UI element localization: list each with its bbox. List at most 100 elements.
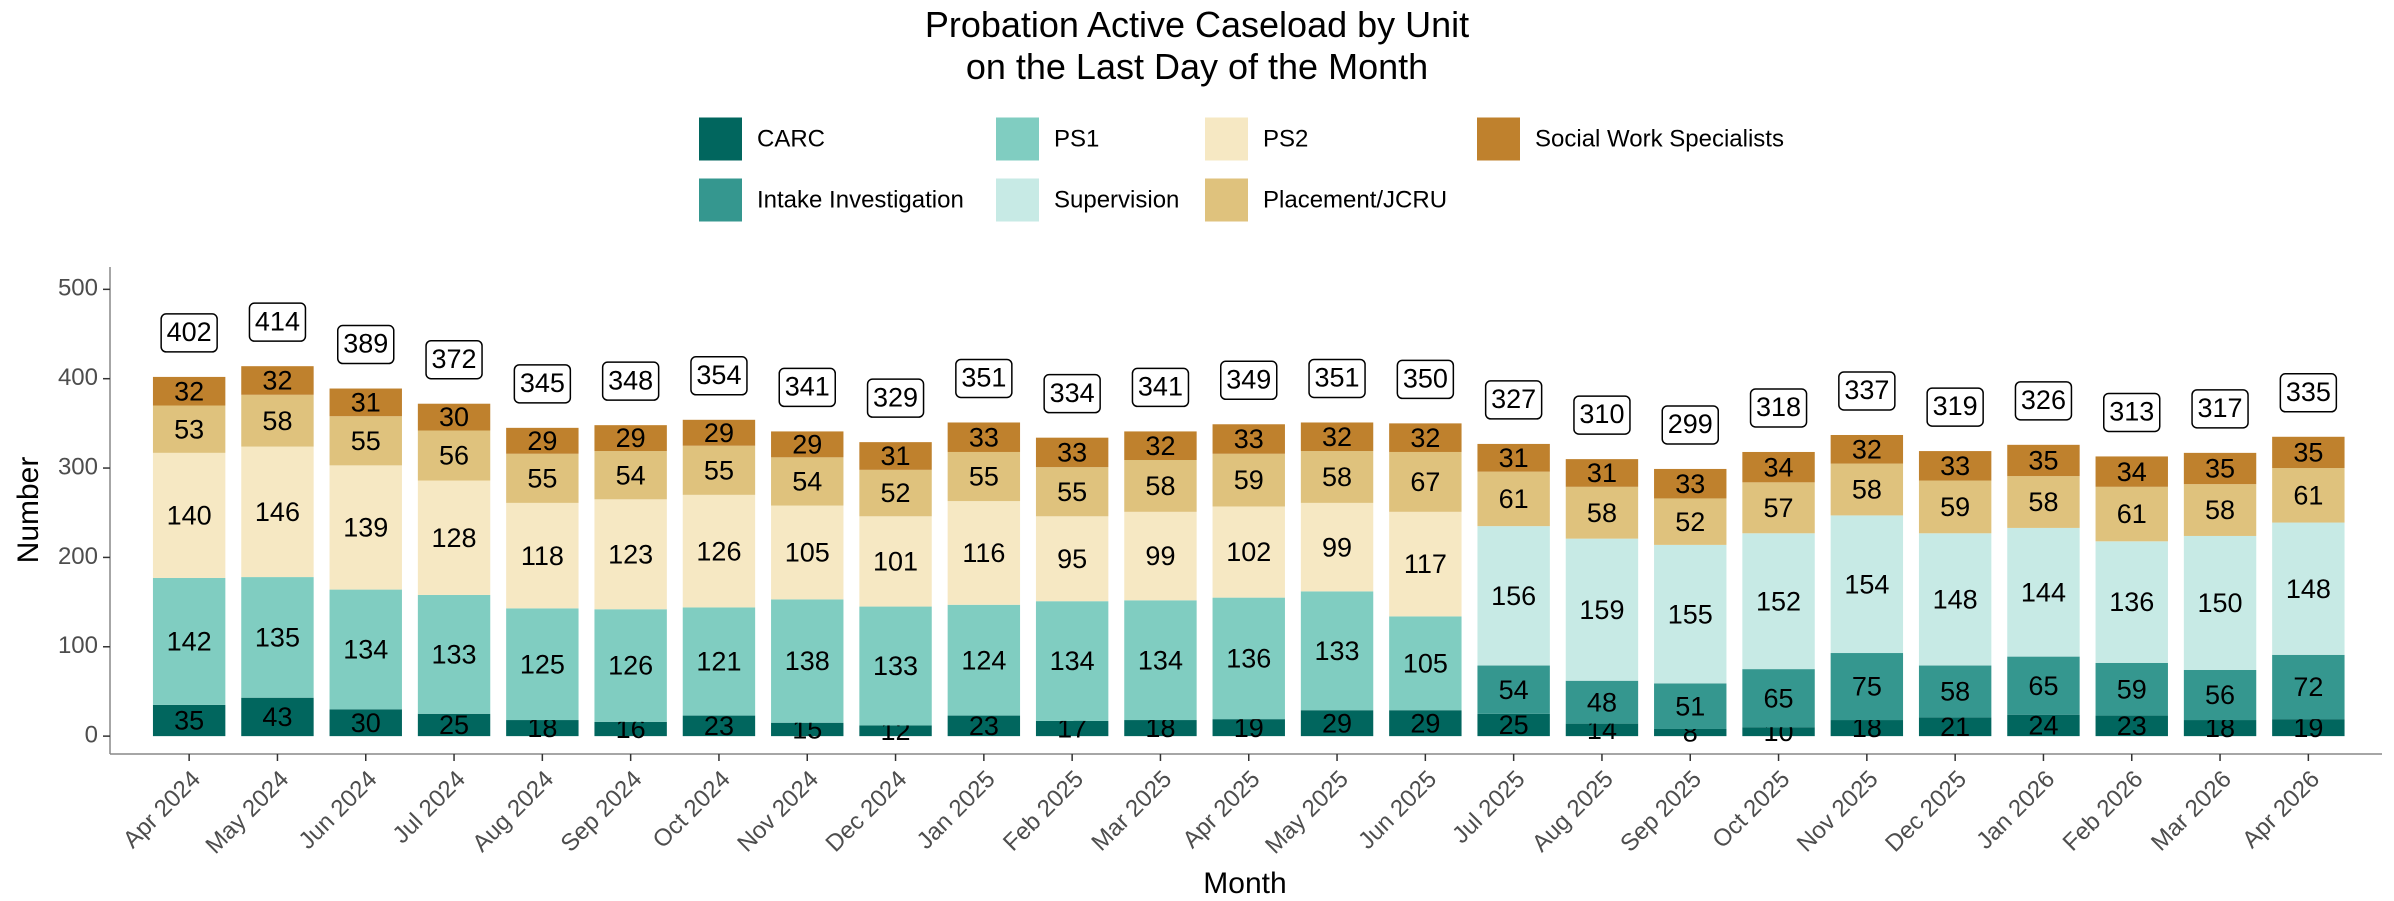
total-label: 319 xyxy=(1933,391,1978,421)
bar-segment xyxy=(947,422,1021,452)
x-tick-label: May 2025 xyxy=(1260,766,1354,860)
segment-label: 156 xyxy=(1491,581,1536,611)
total-label-box xyxy=(690,356,748,396)
bar-segment xyxy=(1654,544,1727,684)
total-label-box xyxy=(1396,359,1455,400)
bar-segment xyxy=(152,376,226,406)
segment-label: 121 xyxy=(696,647,741,677)
total-label: 335 xyxy=(2286,377,2331,407)
legend-label: CARC xyxy=(757,125,825,152)
bar-segment xyxy=(506,453,579,503)
x-tick-label: Dec 2025 xyxy=(1880,766,1972,858)
bar-segment xyxy=(1654,683,1727,729)
bar-segment xyxy=(947,501,1021,605)
segment-label: 29 xyxy=(1322,708,1352,738)
segment-label: 32 xyxy=(1852,434,1882,464)
segment-label: 65 xyxy=(2028,671,2058,701)
bar-segment xyxy=(152,405,226,453)
legend-key xyxy=(1205,117,1248,161)
bar-segment xyxy=(417,430,491,481)
total-label-box xyxy=(866,378,925,418)
segment-label: 58 xyxy=(262,406,292,436)
bar-segment xyxy=(1212,453,1285,507)
segment-label: 118 xyxy=(521,541,564,571)
segment-label: 55 xyxy=(969,462,999,492)
bar-segment xyxy=(1389,710,1462,737)
bar-segment xyxy=(682,419,756,446)
segment-label: 134 xyxy=(1050,646,1095,676)
bar-segment xyxy=(329,709,402,737)
segment-label: 139 xyxy=(343,513,388,543)
bar-segment xyxy=(152,577,226,705)
total-label-box xyxy=(248,302,307,342)
segment-label: 95 xyxy=(1057,544,1087,574)
total-label: 414 xyxy=(255,306,300,336)
bar-segment xyxy=(329,388,402,417)
bar-segment xyxy=(1565,486,1639,539)
segment-label: 33 xyxy=(1675,469,1705,499)
total-label: 354 xyxy=(696,360,741,390)
segment-label: 58 xyxy=(1587,498,1617,528)
segment-label: 33 xyxy=(1940,451,1970,481)
y-tick-label: 0 xyxy=(85,721,98,748)
total-label-box xyxy=(1573,395,1631,435)
total-label: 341 xyxy=(785,372,830,402)
segment-label: 128 xyxy=(432,523,477,553)
total-label-box xyxy=(1926,387,1984,427)
segment-label: 31 xyxy=(351,388,381,418)
total-label: 348 xyxy=(608,365,653,395)
segment-label: 138 xyxy=(785,646,830,676)
x-tick-label: Feb 2025 xyxy=(998,766,1089,857)
bar-segment xyxy=(594,451,667,500)
segment-label: 57 xyxy=(1764,493,1794,523)
bar-segment xyxy=(1742,669,1815,728)
bar-segment xyxy=(2183,452,2257,485)
bar-segment xyxy=(1212,719,1285,737)
segment-label: 133 xyxy=(432,639,477,669)
bar-segment xyxy=(1300,710,1374,737)
legend-label: Supervision xyxy=(1054,186,1179,213)
bar-segment xyxy=(2272,522,2345,655)
x-tick-label: Sep 2025 xyxy=(1615,766,1707,858)
segment-label: 136 xyxy=(2109,587,2154,617)
segment-label: 102 xyxy=(1226,537,1271,567)
segment-label: 67 xyxy=(1410,467,1440,497)
bar-segment xyxy=(506,608,579,721)
bar-segment xyxy=(1742,482,1815,534)
segment-label: 59 xyxy=(2117,674,2147,704)
segment-label: 48 xyxy=(1587,687,1617,717)
segment-label: 54 xyxy=(1499,675,1529,705)
segment-label: 33 xyxy=(1057,438,1087,468)
bar-segment xyxy=(682,715,756,737)
segment-label: 32 xyxy=(1322,422,1352,452)
segment-label: 29 xyxy=(527,426,557,456)
bar-segment xyxy=(1918,480,1992,534)
segment-label: 52 xyxy=(1675,507,1705,537)
segment-label: 35 xyxy=(2205,454,2235,484)
bar-segment xyxy=(594,425,667,452)
segment-label: 52 xyxy=(881,478,911,508)
legend-key xyxy=(996,117,1039,161)
x-tick-label: Dec 2024 xyxy=(821,766,913,858)
x-tick-label: Aug 2025 xyxy=(1527,766,1619,858)
x-tick-label: Jun 2025 xyxy=(1353,766,1442,855)
segment-label: 32 xyxy=(1145,431,1175,461)
legend-key xyxy=(699,117,742,161)
bar-segment xyxy=(1830,720,1904,737)
x-tick-label: Sep 2024 xyxy=(556,766,648,858)
y-tick-label: 200 xyxy=(58,543,98,570)
bar-segment xyxy=(594,609,667,722)
segment-label: 123 xyxy=(608,539,653,569)
segment-label: 152 xyxy=(1756,586,1801,616)
bar-segment xyxy=(1654,468,1727,499)
total-label-box xyxy=(425,339,483,380)
bar-segment xyxy=(2272,436,2345,469)
bar-segment xyxy=(417,594,491,714)
bar-segment xyxy=(2183,535,2257,671)
bar-segment xyxy=(417,403,491,431)
bar-segment xyxy=(1830,515,1904,654)
segment-label: 24 xyxy=(2028,711,2058,741)
bar-segment xyxy=(947,451,1021,502)
bar-segment xyxy=(329,589,402,710)
bar-segment xyxy=(1742,451,1815,483)
